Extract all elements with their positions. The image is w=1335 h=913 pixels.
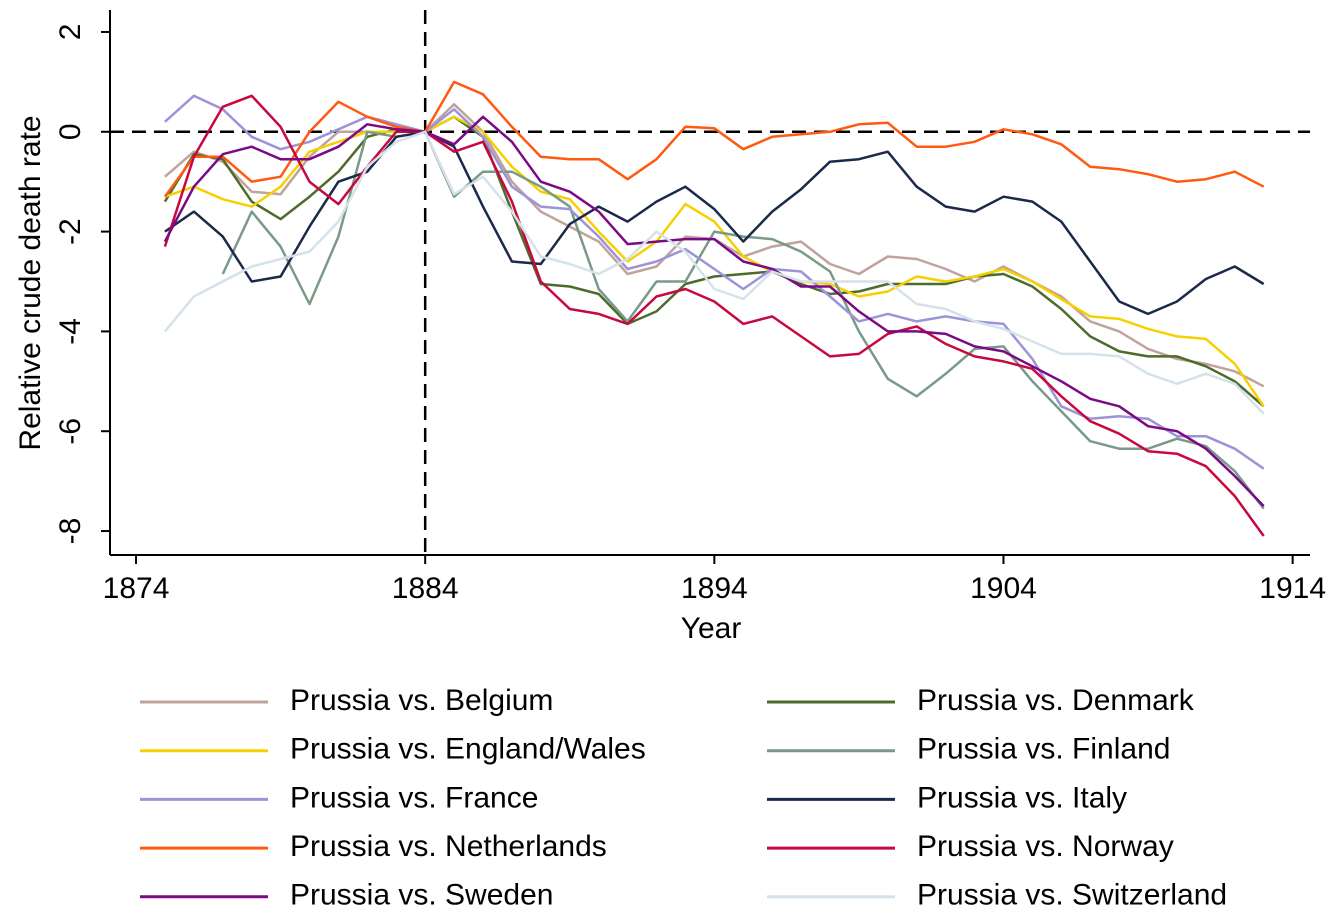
legend-label: Prussia vs. Italy: [917, 781, 1127, 814]
x-tick-label: 1874: [103, 572, 170, 605]
x-axis-title: Year: [681, 612, 742, 645]
series-line: [163, 130, 1265, 415]
series-line: [164, 115, 1265, 408]
x-tick-label: 1894: [681, 572, 748, 605]
x-tick-label: 1884: [392, 572, 459, 605]
y-tick-label: 0: [54, 123, 87, 140]
series-line: [164, 94, 1265, 470]
legend-label: Prussia vs. Norway: [917, 830, 1174, 863]
y-tick-label: -4: [54, 318, 87, 345]
y-tick-label: -8: [54, 518, 87, 545]
series-line: [164, 130, 1265, 316]
legend-label: Prussia vs. England/Wales: [290, 733, 646, 766]
y-axis-title: Relative crude death rate: [14, 115, 47, 450]
y-tick-label: -6: [54, 418, 87, 445]
series-line: [164, 103, 1265, 388]
legend-label: Prussia vs. Sweden: [290, 879, 553, 912]
series-line: [163, 115, 1265, 408]
x-tick-label: 1914: [1259, 572, 1326, 605]
series-line: [163, 115, 1265, 507]
series-line: [163, 94, 1265, 537]
legend-label: Prussia vs. Denmark: [917, 684, 1195, 717]
legend-label: Prussia vs. Finland: [917, 733, 1170, 766]
series-line: [163, 80, 1265, 198]
series-line: [221, 130, 1265, 510]
legend-label: Prussia vs. France: [290, 781, 538, 814]
y-tick-label: 2: [54, 24, 87, 41]
legend-label: Prussia vs. Netherlands: [290, 830, 607, 863]
legend-label: Prussia vs. Belgium: [290, 684, 553, 717]
legend-label: Prussia vs. Switzerland: [917, 879, 1227, 912]
y-tick-label: -2: [54, 218, 87, 245]
x-tick-label: 1904: [970, 572, 1037, 605]
